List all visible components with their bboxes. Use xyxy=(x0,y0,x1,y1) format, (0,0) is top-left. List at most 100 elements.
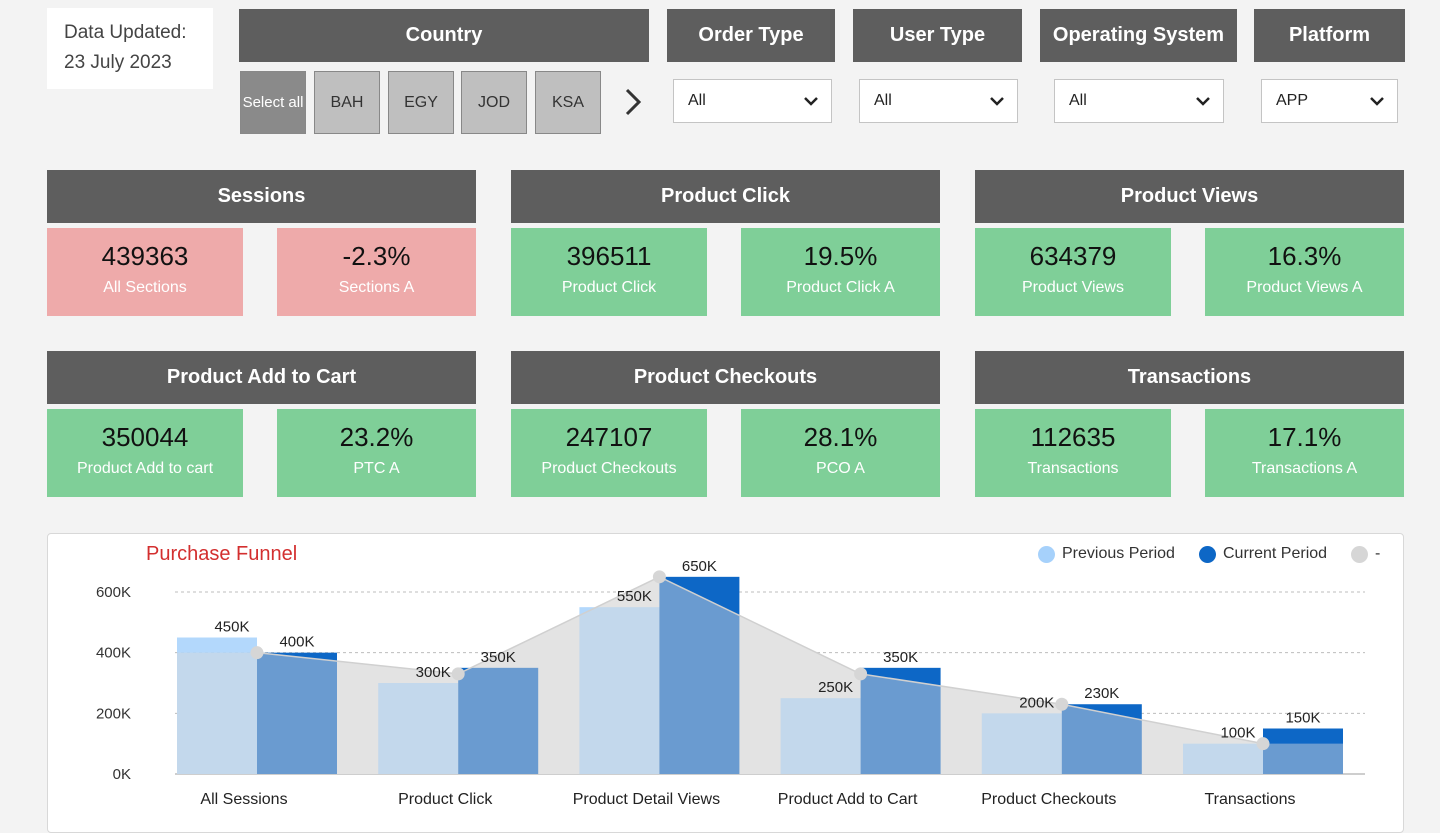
x-tick-label: Product Add to Cart xyxy=(778,791,918,808)
legend-current-period[interactable]: Current Period xyxy=(1199,545,1327,563)
kpi-change-label: PCO A xyxy=(816,460,865,477)
kpi-label: Product Views xyxy=(1022,279,1124,296)
x-tick-label: Product Click xyxy=(398,791,493,808)
y-tick-label: 200K xyxy=(96,705,131,722)
user-type-dropdown[interactable]: All xyxy=(859,79,1018,123)
country-filter-header: Country xyxy=(239,9,649,62)
bar-current-period xyxy=(860,667,941,774)
series-point xyxy=(250,646,264,660)
series-point xyxy=(451,667,465,681)
country-option-bah[interactable]: BAH xyxy=(314,71,380,134)
legend-third-series[interactable]: - xyxy=(1351,545,1380,563)
kpi-sessions-header: Sessions xyxy=(47,170,476,223)
legend-swatch xyxy=(1038,545,1055,563)
kpi-transactions-value-card: 112635 Transactions xyxy=(975,409,1171,497)
x-tick-label: Transactions xyxy=(1205,791,1296,808)
country-option-jod[interactable]: JOD xyxy=(461,71,527,134)
data-label-previous: 250K xyxy=(818,679,853,696)
kpi-change-label: Sections A xyxy=(338,279,415,296)
kpi-value: 439363 xyxy=(101,241,189,271)
chevron-down-icon xyxy=(990,97,1004,106)
data-label-previous: 300K xyxy=(416,664,451,681)
platform-filter-header: Platform xyxy=(1254,9,1405,62)
select-all-button[interactable]: Select all xyxy=(240,71,306,134)
kpi-checkouts-change-card: 28.1% PCO A xyxy=(741,409,940,497)
chevron-right-icon[interactable] xyxy=(619,84,649,120)
legend-swatch xyxy=(1351,545,1368,563)
kpi-add-to-cart-change-card: 23.2% PTC A xyxy=(277,409,476,497)
kpi-value: 396511 xyxy=(566,241,652,271)
bar-current-period xyxy=(458,667,539,774)
platform-value: APP xyxy=(1276,92,1309,109)
kpi-label: Product Checkouts xyxy=(541,460,677,477)
data-label-current: 400K xyxy=(279,634,314,651)
order-type-value: All xyxy=(688,92,706,109)
kpi-change-label: Transactions A xyxy=(1251,460,1358,477)
purchase-funnel-chart: 600K 400K 200K 0K 450K 400K All Sessions 300K 35… xyxy=(96,558,1365,808)
legend-label: Current Period xyxy=(1223,545,1328,562)
kpi-value: 634379 xyxy=(1029,241,1117,271)
kpi-product-views-change-card: 16.3% Product Views A xyxy=(1205,228,1404,316)
user-type-value: All xyxy=(874,92,892,109)
x-tick-label: All Sessions xyxy=(200,791,287,808)
kpi-label: Transactions xyxy=(1027,460,1119,477)
kpi-product-click-value-card: 396511 Product Click xyxy=(511,228,707,316)
kpi-value: 112635 xyxy=(1030,422,1116,452)
kpi-product-click-header: Product Click xyxy=(511,170,940,223)
data-label-previous: 100K xyxy=(1220,725,1255,742)
kpi-change: 19.5% xyxy=(803,241,878,271)
legend-previous-period[interactable]: Previous Period xyxy=(1038,545,1175,563)
series-point xyxy=(854,667,868,681)
data-label-previous: 550K xyxy=(617,588,652,605)
data-label-previous: 450K xyxy=(214,619,249,636)
legend-label: Previous Period xyxy=(1062,545,1175,562)
series-line xyxy=(256,576,1264,745)
data-label-previous: 200K xyxy=(1019,694,1054,711)
kpi-value: 350044 xyxy=(101,422,189,452)
bar-current-period xyxy=(1263,728,1343,774)
chevron-down-icon xyxy=(804,97,818,106)
series-point xyxy=(652,570,666,584)
operating-system-dropdown[interactable]: All xyxy=(1054,79,1224,123)
bar-current-period xyxy=(1061,704,1142,774)
series-area-overlay xyxy=(177,576,1343,774)
order-type-dropdown[interactable]: All xyxy=(673,79,832,123)
country-option-ksa[interactable]: KSA xyxy=(535,71,601,134)
data-label-current: 350K xyxy=(883,649,918,666)
kpi-change-label: PTC A xyxy=(353,460,400,477)
x-tick-label: Product Detail Views xyxy=(573,791,720,808)
data-updated-label: Data Updated: xyxy=(64,22,187,43)
country-option-egy[interactable]: EGY xyxy=(388,71,454,134)
bar-previous-period xyxy=(378,683,459,774)
series-point xyxy=(1055,697,1069,711)
chart-title: Purchase Funnel xyxy=(146,543,298,565)
bar-previous-period xyxy=(1183,743,1263,774)
kpi-sessions-change-card: -2.3% Sections A xyxy=(277,228,476,316)
data-updated-date: 23 July 2023 xyxy=(64,52,172,73)
kpi-transactions-change-card: 17.1% Transactions A xyxy=(1205,409,1404,497)
kpi-change: 23.2% xyxy=(339,422,414,452)
kpi-checkouts-header: Product Checkouts xyxy=(511,351,940,404)
series-point xyxy=(1256,737,1270,751)
chevron-down-icon xyxy=(1196,97,1210,106)
data-label-current: 230K xyxy=(1084,685,1119,702)
operating-system-filter-header: Operating System xyxy=(1040,9,1237,62)
bar-previous-period xyxy=(780,698,861,774)
bar-current-period xyxy=(257,652,337,774)
data-label-current: 650K xyxy=(682,558,717,575)
kpi-product-views-value-card: 634379 Product Views xyxy=(975,228,1171,316)
kpi-label: Product Add to cart xyxy=(76,460,214,477)
bar-previous-period xyxy=(177,637,257,774)
kpi-add-to-cart-header: Product Add to Cart xyxy=(47,351,476,404)
bar-previous-period xyxy=(579,607,660,774)
kpi-change-label: Product Click A xyxy=(786,279,895,296)
kpi-transactions-header: Transactions xyxy=(975,351,1404,404)
kpi-product-views-header: Product Views xyxy=(975,170,1404,223)
kpi-checkouts-value-card: 247107 Product Checkouts xyxy=(511,409,707,497)
data-label-current: 350K xyxy=(481,649,516,666)
platform-dropdown[interactable]: APP xyxy=(1261,79,1398,123)
kpi-label: All Sections xyxy=(103,279,187,296)
kpi-product-click-change-card: 19.5% Product Click A xyxy=(741,228,940,316)
x-tick-label: Product Checkouts xyxy=(981,791,1116,808)
y-tick-label: 600K xyxy=(96,584,131,601)
